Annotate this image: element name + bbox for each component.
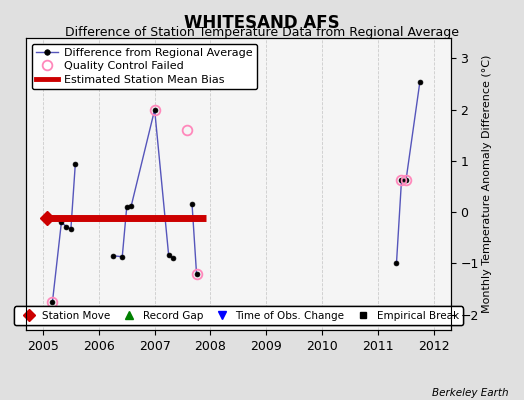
Text: Berkeley Earth: Berkeley Earth xyxy=(432,388,508,398)
Text: Difference of Station Temperature Data from Regional Average: Difference of Station Temperature Data f… xyxy=(65,26,459,39)
Y-axis label: Monthly Temperature Anomaly Difference (°C): Monthly Temperature Anomaly Difference (… xyxy=(482,55,492,313)
Text: WHITESAND AFS: WHITESAND AFS xyxy=(184,14,340,32)
Legend: Station Move, Record Gap, Time of Obs. Change, Empirical Break: Station Move, Record Gap, Time of Obs. C… xyxy=(14,306,463,325)
